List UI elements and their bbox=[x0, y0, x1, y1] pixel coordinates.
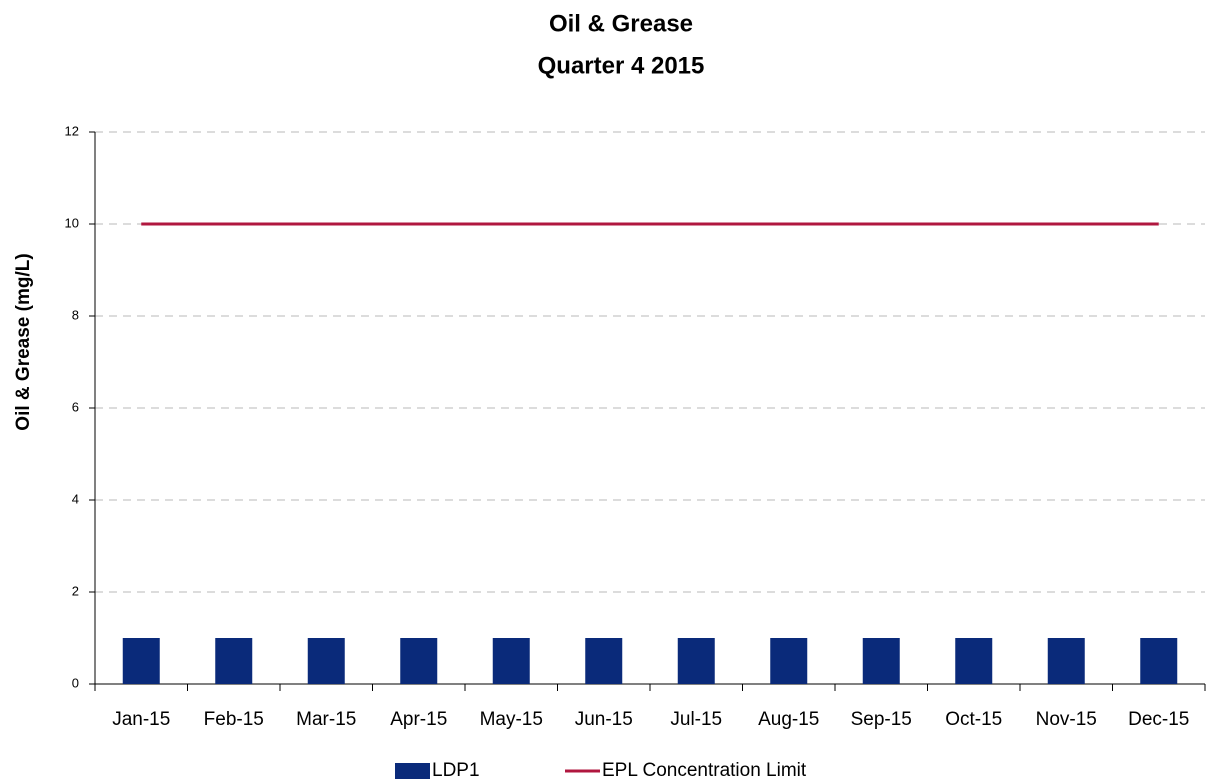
bar bbox=[307, 638, 345, 684]
bar bbox=[677, 638, 715, 684]
x-tick-label: Apr-15 bbox=[390, 709, 447, 730]
bar bbox=[492, 638, 530, 684]
bar bbox=[1047, 638, 1085, 684]
x-tick-label: Nov-15 bbox=[1036, 709, 1097, 730]
x-tick-label: Mar-15 bbox=[296, 709, 356, 730]
bar bbox=[122, 638, 160, 684]
bar bbox=[215, 638, 253, 684]
x-tick-label: Jun-15 bbox=[575, 709, 633, 730]
chart-subtitle: Quarter 4 2015 bbox=[538, 52, 705, 79]
x-tick-label: Jan-15 bbox=[112, 709, 170, 730]
bar bbox=[1140, 638, 1178, 684]
y-tick-label: 0 bbox=[72, 675, 79, 690]
legend-swatch bbox=[395, 763, 430, 779]
x-tick-label: Jul-15 bbox=[670, 709, 722, 730]
bar bbox=[400, 638, 438, 684]
y-tick-label: 12 bbox=[65, 123, 79, 138]
legend-label: LDP1 bbox=[432, 760, 480, 781]
x-tick-label: Aug-15 bbox=[758, 709, 819, 730]
bar bbox=[955, 638, 993, 684]
x-tick-label: Oct-15 bbox=[945, 709, 1002, 730]
legend-label: EPL Concentration Limit bbox=[602, 760, 807, 781]
y-tick-label: 10 bbox=[65, 215, 79, 230]
bar bbox=[862, 638, 900, 684]
y-tick-label: 4 bbox=[72, 491, 79, 506]
y-tick-label: 2 bbox=[72, 583, 79, 598]
y-axis-title: Oil & Grease (mg/L) bbox=[13, 253, 34, 430]
x-tick-label: Dec-15 bbox=[1128, 709, 1189, 730]
x-tick-label: Sep-15 bbox=[851, 709, 912, 730]
y-tick-label: 8 bbox=[72, 307, 79, 322]
bar bbox=[770, 638, 808, 684]
x-tick-label: Feb-15 bbox=[204, 709, 264, 730]
y-tick-label: 6 bbox=[72, 399, 79, 414]
x-tick-label: May-15 bbox=[480, 709, 543, 730]
bar bbox=[585, 638, 623, 684]
chart-title: Oil & Grease bbox=[549, 10, 693, 37]
